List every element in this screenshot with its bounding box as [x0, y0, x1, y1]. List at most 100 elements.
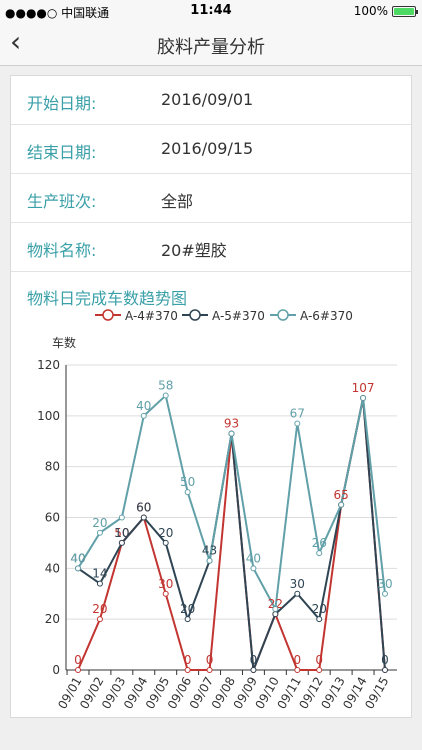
- data-point: [184, 667, 191, 673]
- data-label: 107: [352, 381, 375, 395]
- y-tick-label: 80: [45, 460, 60, 474]
- analysis-card: 开始日期: 2016/09/01 结束日期: 2016/09/15 生产班次: …: [10, 75, 412, 718]
- data-label: 26: [312, 536, 327, 550]
- legend-label: A-6#370: [300, 309, 353, 323]
- data-point: [272, 606, 279, 612]
- battery-icon: [392, 5, 418, 17]
- data-label: 0: [184, 653, 192, 667]
- start-date-row[interactable]: 开始日期: 2016/09/01: [11, 76, 411, 125]
- data-point: [316, 616, 323, 623]
- data-point: [140, 514, 147, 521]
- y-tick-label: 20: [45, 612, 60, 626]
- data-point: [228, 430, 235, 437]
- shift-label: 生产班次:: [27, 192, 97, 211]
- end-date-row[interactable]: 结束日期: 2016/09/15: [11, 125, 411, 174]
- data-point: [162, 590, 169, 597]
- data-label: 10: [114, 526, 129, 540]
- data-point: [294, 590, 301, 597]
- status-time: 11:44: [190, 3, 232, 18]
- data-point: [140, 412, 147, 419]
- data-point: [184, 616, 191, 623]
- data-label: 0: [250, 653, 258, 667]
- end-date-value[interactable]: 2016/09/15: [161, 139, 254, 158]
- back-arrow-icon[interactable]: ‹: [10, 25, 22, 58]
- data-label: 40: [70, 551, 85, 565]
- data-label: 30: [290, 577, 305, 591]
- data-point: [162, 392, 169, 399]
- data-label: 58: [158, 379, 173, 393]
- legend-marker-icon: [277, 309, 289, 321]
- data-label: 22: [268, 597, 283, 611]
- data-point: [382, 590, 388, 597]
- data-point: [96, 529, 103, 536]
- data-label: 30: [377, 577, 392, 591]
- material-label: 物料名称:: [27, 241, 97, 260]
- legend-marker-icon: [102, 309, 114, 321]
- y-tick-label: 100: [37, 409, 60, 423]
- data-label: 60: [136, 501, 151, 515]
- data-point: [184, 489, 191, 496]
- data-point: [294, 667, 301, 673]
- nav-bar: ‹ 胶料产量分析: [0, 22, 422, 66]
- data-point: [96, 580, 103, 587]
- data-label: 40: [246, 551, 261, 565]
- data-label: 0: [206, 653, 214, 667]
- y-tick-label: 0: [52, 663, 60, 677]
- data-point: [118, 514, 125, 521]
- data-label: 60: [136, 501, 151, 515]
- shift-row[interactable]: 生产班次: 全部: [11, 174, 411, 223]
- y-tick-label: 120: [37, 358, 60, 372]
- data-point: [360, 395, 367, 402]
- data-label: 50: [114, 526, 129, 540]
- data-label: 20: [92, 516, 107, 530]
- data-label: 0: [315, 653, 323, 667]
- y-axis-label: 车数: [52, 335, 76, 350]
- battery-percent: 100%: [353, 4, 388, 18]
- legend-label: A-4#370: [125, 309, 178, 323]
- data-point: [316, 550, 323, 557]
- start-date-value[interactable]: 2016/09/01: [161, 90, 254, 109]
- material-row[interactable]: 物料名称: 20#塑胶: [11, 223, 411, 272]
- data-label: 65: [334, 488, 349, 502]
- data-label: 20: [92, 602, 107, 616]
- data-point: [272, 611, 279, 618]
- data-point: [382, 667, 388, 673]
- data-point: [338, 501, 345, 508]
- data-label: 0: [381, 653, 389, 667]
- status-right: 100%: [353, 4, 418, 18]
- carrier-signal: ●●●●○ 中国联通: [5, 6, 110, 20]
- data-point: [206, 667, 213, 673]
- data-point: [162, 539, 169, 546]
- start-date-label: 开始日期:: [27, 94, 97, 113]
- data-label: 40: [70, 551, 85, 565]
- data-point: [250, 667, 257, 673]
- data-point: [250, 565, 257, 572]
- legend-marker-icon: [189, 309, 201, 321]
- data-point: [75, 565, 81, 572]
- data-label: 20: [158, 526, 173, 540]
- status-bar: ●●●●○ 中国联通 11:44 100%: [0, 0, 422, 22]
- end-date-label: 结束日期:: [27, 143, 97, 162]
- data-point: [294, 420, 301, 427]
- legend-label: A-5#370: [212, 309, 265, 323]
- data-label: 0: [74, 653, 82, 667]
- data-label: 14: [92, 567, 107, 581]
- data-point: [96, 616, 103, 623]
- data-label: 30: [158, 577, 173, 591]
- data-label: 20: [312, 602, 327, 616]
- data-point: [316, 667, 323, 673]
- data-label: 40: [136, 399, 151, 413]
- data-label: 67: [290, 406, 305, 420]
- shift-value[interactable]: 全部: [161, 192, 194, 211]
- material-value[interactable]: 20#塑胶: [161, 241, 227, 260]
- chart-title: 物料日完成车数趋势图: [27, 289, 188, 308]
- data-label: 93: [224, 417, 239, 431]
- page-title: 胶料产量分析: [157, 37, 265, 58]
- data-point: [118, 539, 125, 546]
- data-label: 0: [293, 653, 301, 667]
- data-label: 50: [180, 475, 195, 489]
- y-tick-label: 40: [45, 561, 60, 575]
- data-point: [206, 557, 213, 564]
- data-label: 20: [180, 602, 195, 616]
